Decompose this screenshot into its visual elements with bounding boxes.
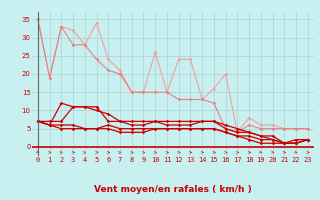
Text: Vent moyen/en rafales ( km/h ): Vent moyen/en rafales ( km/h ) — [94, 185, 252, 194]
